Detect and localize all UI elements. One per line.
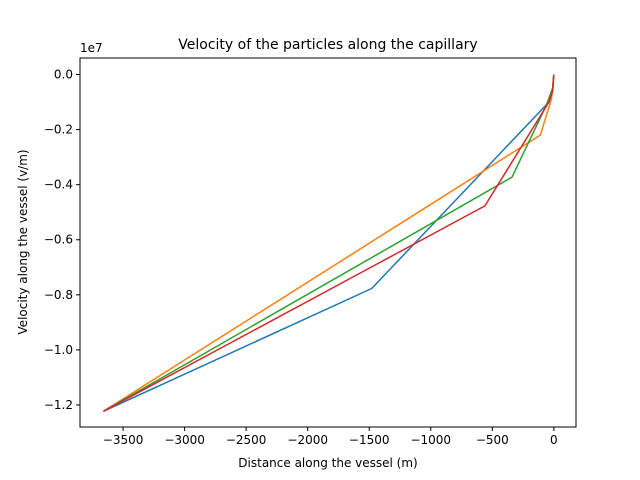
x-tick-label: −1000: [410, 433, 451, 447]
y-axis-ticks: 0.0 −0.2 −0.4 −0.6 −0.8 −1.0 −1.2: [44, 68, 80, 412]
y-axis-label: Velocity along the vessel (v/m): [16, 149, 30, 334]
x-axis-ticks: −3500 −3000 −2500 −2000 −1500 −1000 −500 0: [103, 427, 558, 447]
y-tick-label: −0.8: [44, 288, 73, 302]
series-line-4: [103, 74, 555, 412]
x-tick-label: −2500: [226, 433, 267, 447]
x-tick-label: 0: [550, 433, 558, 447]
y-tick-label: 0.0: [54, 68, 73, 82]
y-axis-offset-label: 1e7: [80, 41, 103, 55]
x-tick-label: −1500: [349, 433, 390, 447]
y-tick-label: −1.0: [44, 343, 73, 357]
plot-area-frame: [79, 57, 577, 428]
x-axis-label: Distance along the vessel (m): [238, 456, 417, 470]
x-tick-label: −3000: [164, 433, 205, 447]
x-tick-label: −500: [476, 433, 509, 447]
y-tick-label: −1.2: [44, 398, 73, 412]
chart-title: Velocity of the particles along the capi…: [178, 37, 477, 53]
x-tick-label: −3500: [103, 433, 144, 447]
series-layer: [102, 74, 555, 412]
y-tick-label: −0.2: [44, 123, 73, 137]
y-tick-label: −0.6: [44, 233, 73, 247]
y-tick-label: −0.4: [44, 178, 73, 192]
x-tick-label: −2000: [287, 433, 328, 447]
